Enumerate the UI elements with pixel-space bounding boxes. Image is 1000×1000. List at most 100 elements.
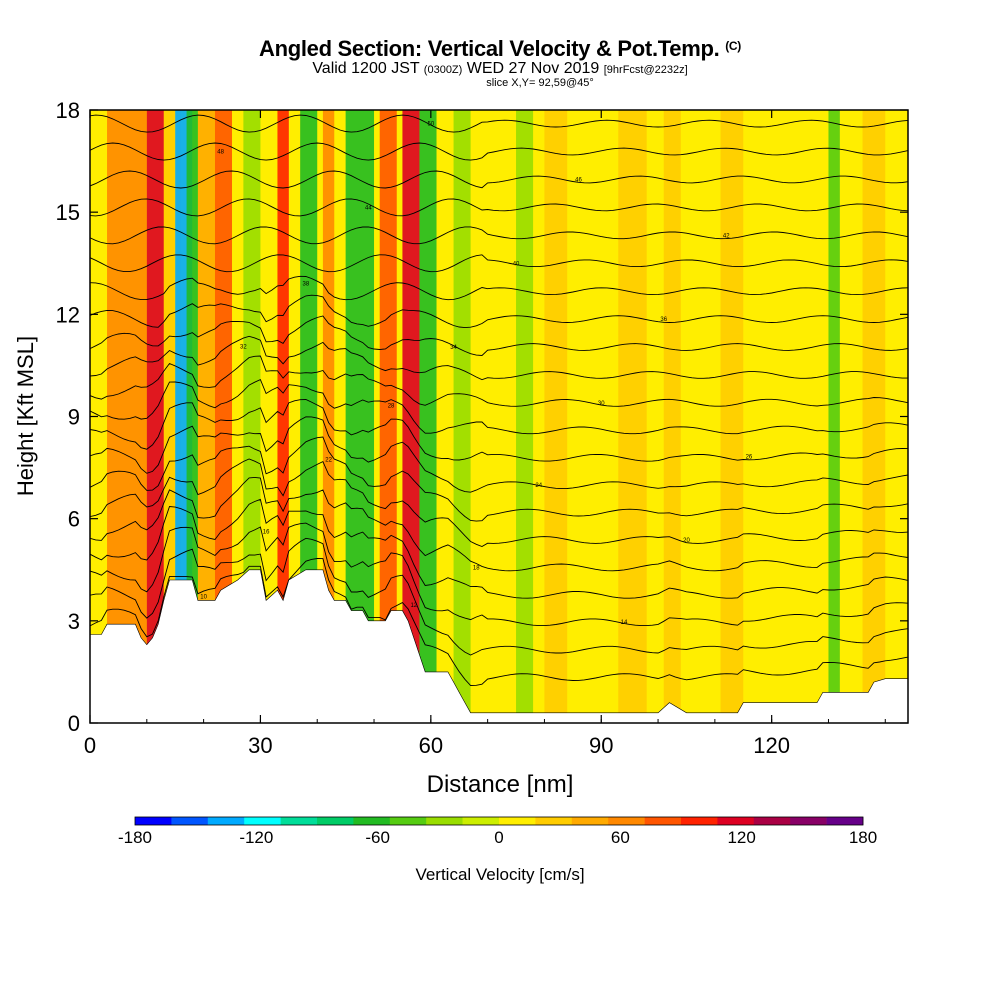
isentrope-label: 26 <box>746 454 753 460</box>
colorbar-swatch <box>426 817 463 825</box>
isentrope-label: 30 <box>598 401 605 407</box>
colorbar-frame <box>134 816 864 826</box>
isentrope-label: 22 <box>325 458 332 464</box>
isentrope-line <box>90 378 908 435</box>
colorbar-swatch <box>171 817 209 825</box>
isentrope-line <box>90 315 908 356</box>
velocity-band <box>197 110 215 723</box>
chart-subtitle: Valid 1200 JST (0300Z) WED 27 Nov 2019 [… <box>0 60 1000 78</box>
velocity-band <box>618 110 647 723</box>
isentrope-line <box>90 498 908 599</box>
x-tick-label: 120 <box>753 733 790 758</box>
isentrope-line <box>90 275 908 301</box>
isentrope-label: 40 <box>513 261 520 267</box>
velocity-band <box>419 110 437 723</box>
colorbar-swatch <box>608 817 645 825</box>
isentrope-label: 32 <box>240 345 247 351</box>
isentrope-label: 34 <box>450 345 457 351</box>
isentrope-label: 24 <box>535 483 542 489</box>
colorbar-swatch <box>317 817 354 825</box>
terrain-fill <box>90 569 908 723</box>
y-tick-label: 0 <box>68 711 80 736</box>
isentrope-line <box>90 399 908 462</box>
velocity-band <box>862 110 886 723</box>
colorbar-swatch <box>644 817 682 825</box>
isentrope-line <box>90 416 908 493</box>
colorbar-swatch <box>353 817 391 825</box>
colorbar-swatch <box>681 817 718 825</box>
isentrope-label: 16 <box>263 529 270 535</box>
isentrope-label: 28 <box>388 403 395 409</box>
isentrope-label: 44 <box>365 205 372 211</box>
isentrope-line <box>90 355 908 407</box>
terrain <box>90 569 908 723</box>
isentrope-line <box>90 476 908 572</box>
x-tick-label: 60 <box>419 733 443 758</box>
isentrope-contours: 10 12 14 16 18 20 22 24 26 28 30 32 34 36 38 40 42 44 46 48… <box>90 114 908 686</box>
colorbar-tick-label: 120 <box>727 828 755 847</box>
x-tick-label: 30 <box>248 733 272 758</box>
isentrope-label: 20 <box>683 538 690 544</box>
velocity-band <box>720 110 744 723</box>
isentrope-line <box>90 458 908 547</box>
isentrope-label: 38 <box>303 281 310 287</box>
colorbar-swatch <box>280 817 318 825</box>
chart-title-text: Angled Section: Vertical Velocity & Pot.… <box>258 36 720 61</box>
isentrope-line <box>90 294 908 329</box>
colorbar-swatch <box>753 817 791 825</box>
colorbar-tick-label: -60 <box>365 828 390 847</box>
y-tick-label: 3 <box>68 609 80 634</box>
isentrope-line <box>90 226 908 245</box>
isentrope-label: 18 <box>473 565 480 571</box>
x-tick-label: 0 <box>84 733 96 758</box>
isentrope-line <box>90 142 908 161</box>
velocity-band <box>146 110 164 723</box>
valid-time: Valid 1200 JST <box>312 60 420 77</box>
velocity-band <box>828 110 840 723</box>
x-tick-label: 90 <box>589 733 613 758</box>
colorbar-swatch <box>826 817 864 825</box>
y-tick-label: 6 <box>68 507 80 532</box>
velocity-band <box>379 110 397 723</box>
isentrope-label: 48 <box>217 150 224 156</box>
colorbar-tick-label: 60 <box>611 828 630 847</box>
colorbar-tick-label: -120 <box>239 828 273 847</box>
colorbar: -180 -120 -60 0 60 120 180 <box>118 816 877 847</box>
velocity-band <box>322 110 335 723</box>
isentrope-label: 50 <box>427 122 434 128</box>
isentrope-line <box>90 254 908 273</box>
isentrope-line <box>90 198 908 217</box>
y-tick-label: 9 <box>68 405 80 430</box>
valid-date: WED 27 Nov 2019 <box>466 60 600 77</box>
isentrope-label: 36 <box>660 317 667 323</box>
colorbar-swatch <box>244 817 281 825</box>
chart-title: Angled Section: Vertical Velocity & Pot.… <box>0 36 1000 62</box>
y-tick-label: 15 <box>56 200 80 225</box>
isentrope-label: 14 <box>621 620 628 626</box>
chart-title-units: (C) <box>725 39 741 53</box>
velocity-band <box>453 110 471 723</box>
y-axis-label: Height [Kft MSL] <box>13 336 38 496</box>
isentrope-line <box>90 537 908 656</box>
colorbar-swatch <box>535 817 573 825</box>
y-tick-label: 12 <box>56 302 80 327</box>
velocity-band <box>277 110 289 723</box>
isentrope-line <box>90 170 908 189</box>
colorbar-tick-label: 180 <box>849 828 877 847</box>
isentrope-line <box>90 522 908 627</box>
x-axis-label: Distance [nm] <box>427 771 574 798</box>
isentrope-label: 12 <box>410 603 417 609</box>
velocity-band <box>107 110 147 723</box>
isentrope-label: 42 <box>723 233 730 239</box>
colorbar-swatch <box>462 817 500 825</box>
colorbar-swatch <box>499 817 536 825</box>
forecast-info: [9hrFcst@2232z] <box>603 64 688 76</box>
velocity-band <box>186 110 198 723</box>
colorbar-tick-label: -180 <box>118 828 152 847</box>
colorbar-label: Vertical Velocity [cm/s] <box>415 865 584 884</box>
isentrope-label: 46 <box>575 177 582 183</box>
velocity-band <box>544 110 568 723</box>
slice-info: slice X,Y= 92,59@45° <box>486 77 594 89</box>
